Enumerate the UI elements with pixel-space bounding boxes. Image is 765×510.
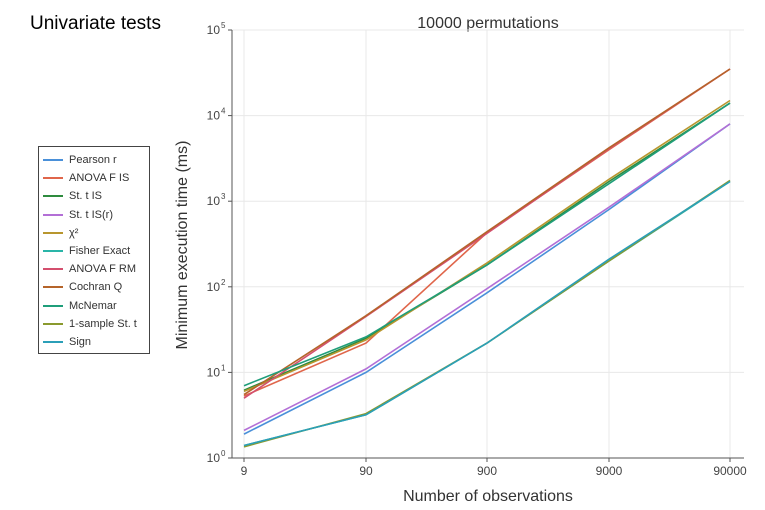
y-tick-label: 10 — [207, 365, 221, 379]
legend-label: ANOVA F IS — [69, 172, 130, 185]
series-line — [243, 123, 731, 432]
legend-item: 1-sample St. t — [39, 315, 149, 333]
chart-title: 10000 permutations — [417, 15, 558, 32]
y-tick-exponent: 1 — [221, 363, 226, 372]
legend-label: 1-sample St. t — [69, 317, 137, 330]
legend-swatch — [43, 231, 63, 234]
legend-swatch — [43, 250, 63, 253]
legend-label: Fisher Exact — [69, 245, 131, 258]
legend-label: Pearson r — [69, 154, 117, 167]
legend-label: Sign — [69, 335, 92, 348]
y-tick-label: 10 — [207, 194, 221, 208]
legend-item: Sign — [39, 333, 149, 351]
y-tick-exponent: 2 — [221, 278, 226, 287]
legend-label: St. t IS — [69, 190, 103, 203]
y-tick-label: 10 — [207, 109, 221, 123]
legend-label: ANOVA F RM — [69, 263, 137, 276]
legend-item: ANOVA F IS — [39, 169, 149, 187]
y-tick-label: 10 — [207, 451, 221, 465]
legend-item: McNemar — [39, 297, 149, 315]
legend-label: Cochran Q — [69, 281, 123, 294]
legend-swatch — [43, 177, 63, 180]
legend-swatch — [43, 268, 63, 271]
legend-swatch — [43, 322, 63, 325]
y-tick-label: 10 — [207, 280, 221, 294]
series-line — [243, 68, 731, 396]
legend-item: Pearson r — [39, 151, 149, 169]
legend-label: McNemar — [69, 299, 117, 312]
legend-item: St. t IS — [39, 187, 149, 205]
chart-legend: Pearson r ANOVA F IS St. t IS St. t IS(r) χ²… — [38, 146, 150, 354]
series-line — [243, 102, 731, 387]
legend-label: χ² — [69, 226, 79, 239]
y-tick-exponent: 4 — [221, 107, 226, 116]
legend-item: Fisher Exact — [39, 242, 149, 260]
series-line — [243, 123, 731, 435]
x-tick-label: 900 — [477, 464, 497, 478]
x-tick-label: 90 — [359, 464, 373, 478]
legend-label: St. t IS(r) — [69, 208, 113, 221]
y-tick-exponent: 0 — [221, 449, 226, 458]
legend-swatch — [43, 213, 63, 216]
x-tick-label: 9 — [241, 464, 248, 478]
legend-item: ANOVA F RM — [39, 260, 149, 278]
x-tick-label: 90000 — [713, 464, 747, 478]
legend-swatch — [43, 195, 63, 198]
series-line — [243, 180, 731, 447]
grid-lines — [232, 29, 744, 459]
y-tick-exponent: 3 — [221, 192, 226, 201]
x-tick-label: 9000 — [596, 464, 623, 478]
legend-item: St. t IS(r) — [39, 206, 149, 224]
axes — [228, 29, 744, 462]
y-tick-label: 10 — [207, 23, 221, 37]
x-axis-label: Number of observations — [403, 488, 573, 505]
legend-item: χ² — [39, 224, 149, 242]
legend-swatch — [43, 340, 63, 343]
page-side-title: Univariate tests — [30, 13, 161, 34]
series-lines — [243, 68, 731, 448]
series-line — [243, 99, 731, 393]
y-tick-exponent: 5 — [221, 21, 226, 30]
legend-swatch — [43, 286, 63, 289]
legend-swatch — [43, 304, 63, 307]
legend-item: Cochran Q — [39, 278, 149, 296]
legend-swatch — [43, 159, 63, 162]
y-axis-label: Minimum execution time (ms) — [174, 141, 191, 350]
